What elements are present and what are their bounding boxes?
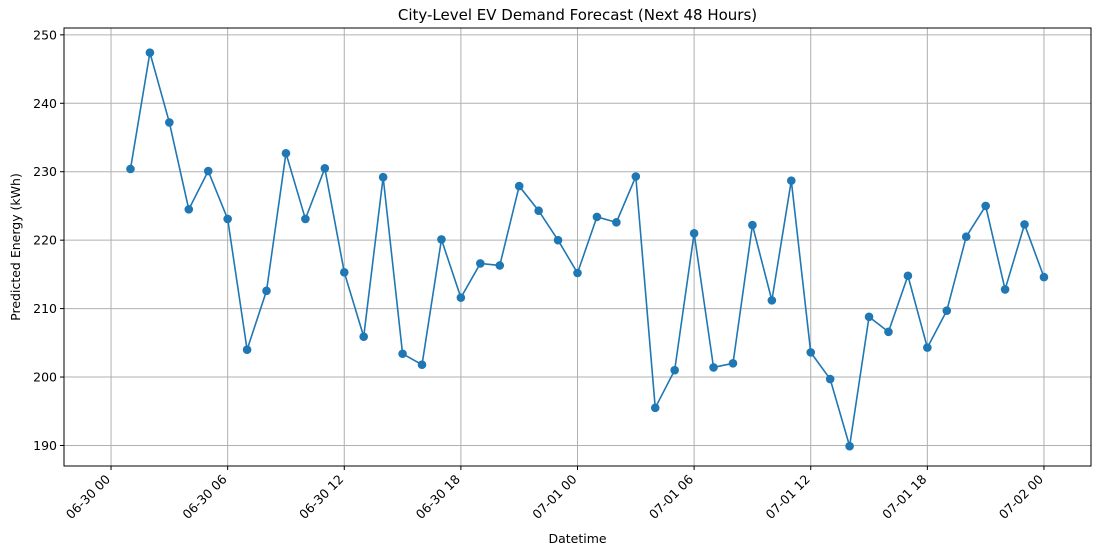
x-tick-label: 07-01 06 [646, 471, 696, 521]
data-point [787, 176, 796, 185]
y-tick-label: 240 [33, 96, 57, 111]
data-point [612, 218, 621, 227]
data-point [165, 118, 174, 127]
data-point [728, 359, 738, 368]
data-point [534, 206, 543, 216]
data-point [1039, 272, 1049, 282]
x-axis: 06-30 00 06-30 06 06-30 12 06-30 18 07-01 00… [63, 466, 1046, 522]
data-point [378, 172, 388, 182]
data-point [339, 268, 349, 277]
data-point [145, 48, 155, 57]
x-axis-label: Datetime [548, 531, 606, 546]
data-point [417, 360, 427, 370]
data-point [281, 148, 291, 158]
data-point [709, 363, 718, 372]
data-point [476, 259, 485, 268]
data-point [592, 212, 602, 222]
data-point [398, 349, 407, 359]
data-point [884, 327, 893, 337]
data-point [573, 268, 582, 278]
data-point [903, 271, 913, 281]
x-tick-label: 06-30 12 [296, 472, 346, 522]
data-point [670, 365, 679, 375]
data-point [126, 164, 135, 174]
data-point [456, 293, 466, 302]
data-point [942, 306, 952, 315]
data-point [359, 332, 369, 341]
y-tick-label: 230 [33, 164, 57, 179]
data-point [495, 261, 505, 270]
y-tick-label: 250 [33, 27, 57, 42]
data-point [1020, 220, 1029, 229]
data-point [806, 348, 816, 357]
y-tick-label: 190 [33, 438, 57, 453]
data-point [864, 312, 874, 322]
data-point [845, 441, 854, 451]
data-point [553, 235, 563, 245]
x-tick-label: 07-01 00 [529, 471, 579, 521]
grid [64, 28, 1091, 466]
data-point [320, 164, 330, 173]
data-point [650, 403, 660, 413]
x-tick-label: 06-30 00 [63, 471, 113, 521]
data-point [223, 214, 232, 224]
x-tick-label: 06-30 18 [413, 471, 463, 521]
data-point [242, 345, 252, 354]
y-tick-label: 220 [33, 233, 57, 248]
x-tick-label: 07-01 18 [879, 471, 929, 521]
y-tick-label: 210 [33, 301, 57, 316]
data-point [262, 286, 271, 296]
data-point [748, 220, 757, 230]
data-point [825, 374, 835, 384]
x-tick-label: 07-01 12 [763, 472, 813, 522]
data-point [961, 232, 971, 242]
series-line [129, 52, 1045, 447]
data-point [689, 229, 699, 238]
y-axis-label: Predicted Energy (kWh) [8, 173, 23, 321]
data-point [514, 181, 524, 191]
x-tick-label: 06-30 06 [179, 471, 229, 521]
data-point [1000, 285, 1010, 294]
data-point [767, 296, 777, 305]
data-point [923, 343, 932, 352]
data-point [981, 201, 990, 211]
data-point [184, 205, 194, 214]
data-point [437, 235, 446, 244]
y-tick-label: 200 [33, 370, 57, 385]
chart-title: City-Level EV Demand Forecast (Next 48 H… [398, 6, 757, 24]
data-point [203, 166, 213, 176]
data-point [631, 172, 641, 181]
series-layer [126, 48, 1049, 451]
x-tick-label: 07-02 00 [996, 471, 1046, 521]
y-axis: 190 200 210 220 230 240 250 [33, 27, 64, 453]
data-point [301, 214, 310, 224]
